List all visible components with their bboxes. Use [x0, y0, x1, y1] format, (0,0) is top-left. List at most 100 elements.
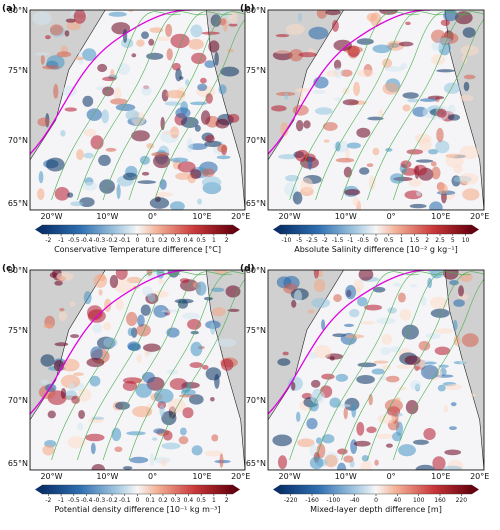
anomaly-patch	[316, 10, 328, 19]
anomaly-patch	[431, 54, 445, 66]
colorbar-tick-label: -0.4	[81, 237, 93, 244]
anomaly-patch	[356, 38, 374, 45]
anomaly-patch	[360, 460, 372, 470]
contour	[77, 11, 207, 201]
anomaly-patch	[43, 323, 54, 329]
anomaly-patch	[312, 89, 326, 94]
map-area	[30, 270, 245, 470]
anomaly-patch	[168, 398, 186, 413]
colorbar-tick-label: 0.1	[145, 237, 155, 244]
anomaly-patch	[420, 364, 439, 380]
anomaly-patch	[225, 285, 241, 298]
anomaly-patch	[381, 334, 393, 345]
anomaly-patch	[180, 116, 199, 128]
anomaly-patch	[314, 345, 332, 359]
anomaly-patch	[293, 289, 303, 304]
map-frame	[29, 269, 246, 471]
anomaly-patch	[228, 23, 238, 27]
anomaly-patch	[416, 190, 422, 197]
colorbar-tick-label: -40	[350, 497, 360, 504]
anomaly-patch	[37, 188, 45, 201]
anomaly-patch	[453, 335, 461, 346]
lat-tick-label: 80°N	[8, 266, 28, 275]
anomaly-patch	[129, 456, 149, 464]
anomaly-patch	[459, 94, 474, 102]
anomaly-patch	[156, 36, 170, 42]
anomaly-patch	[143, 343, 161, 352]
anomaly-patch	[462, 53, 468, 65]
anomaly-patch	[182, 312, 200, 320]
anomaly-patch	[343, 455, 354, 463]
anomaly-patch	[462, 188, 480, 201]
anomaly-patch	[376, 433, 394, 439]
anomaly-patch	[364, 304, 383, 311]
anomaly-patch	[368, 175, 376, 190]
anomaly-patch	[453, 299, 465, 307]
anomaly-patch	[359, 167, 370, 175]
anomaly-patch	[77, 388, 92, 402]
anomaly-patch	[40, 354, 55, 367]
map-panel: (d)80°N 75°N 70°N 65°N 20°W 10°W 0° 10°E 20°E -22…	[240, 264, 489, 514]
anomaly-patch	[126, 431, 146, 436]
colorbar	[41, 484, 234, 495]
anomaly-patch	[104, 298, 112, 312]
anomaly-patch	[147, 292, 156, 302]
anomaly-patch	[78, 409, 86, 419]
anomaly-patch	[406, 149, 424, 155]
anomaly-patch	[154, 388, 174, 404]
anomaly-patch	[313, 278, 326, 292]
anomaly-patch	[309, 456, 324, 470]
anomaly-patch	[97, 63, 108, 73]
lat-tick-label: 75°N	[246, 66, 266, 75]
anomaly-patch	[160, 116, 165, 131]
anomaly-patch	[397, 292, 406, 303]
anomaly-patch	[273, 49, 291, 54]
anomaly-patch	[436, 37, 452, 44]
anomaly-patch	[307, 309, 315, 314]
anomaly-patch	[398, 444, 416, 457]
anomaly-patch	[298, 52, 318, 58]
anomaly-patch	[297, 12, 302, 23]
lat-tick-label: 65°N	[246, 199, 266, 208]
anomaly-patch	[315, 437, 322, 444]
anomaly-patch	[179, 278, 190, 283]
anomaly-patch	[434, 328, 455, 334]
contour	[367, 271, 484, 461]
anomaly-patch	[115, 401, 130, 410]
map-area	[30, 10, 245, 210]
colorbar-tick-label: -1	[347, 237, 353, 244]
anomaly-patch	[220, 358, 234, 371]
anomaly-patch	[366, 426, 377, 434]
colorbar-tick-label: 40	[394, 497, 402, 504]
lon-tick-label: 0°	[387, 212, 396, 221]
anomaly-patch	[45, 157, 65, 172]
anomaly-patch	[418, 340, 431, 351]
anomaly-patch	[459, 273, 473, 282]
anomaly-patch	[32, 11, 52, 26]
anomaly-patch	[210, 396, 215, 402]
anomaly-patch	[429, 201, 443, 210]
anomaly-patch	[443, 405, 449, 413]
anomaly-patch	[135, 383, 152, 398]
anomaly-patch	[410, 284, 418, 288]
anomaly-patch	[91, 416, 105, 420]
anomaly-patch	[90, 346, 103, 361]
anomaly-patch	[337, 448, 348, 455]
anomaly-patch	[205, 93, 213, 104]
anomaly-patch	[285, 174, 299, 182]
anomaly-patch	[122, 29, 128, 43]
anomaly-patch	[437, 384, 446, 392]
colorbar-extend-low	[35, 485, 42, 494]
anomaly-patch	[60, 387, 67, 399]
colorbar-tick-label: 5	[451, 237, 455, 244]
contour	[102, 11, 233, 201]
lon-tick-label: 10°E	[192, 212, 211, 221]
anomaly-patch	[294, 87, 312, 93]
anomaly-patch	[159, 179, 167, 190]
anomaly-patch	[358, 270, 374, 281]
anomaly-patch	[331, 20, 339, 32]
anomaly-patch	[73, 372, 84, 376]
anomaly-patch	[425, 332, 442, 339]
anomaly-patch	[126, 311, 138, 327]
